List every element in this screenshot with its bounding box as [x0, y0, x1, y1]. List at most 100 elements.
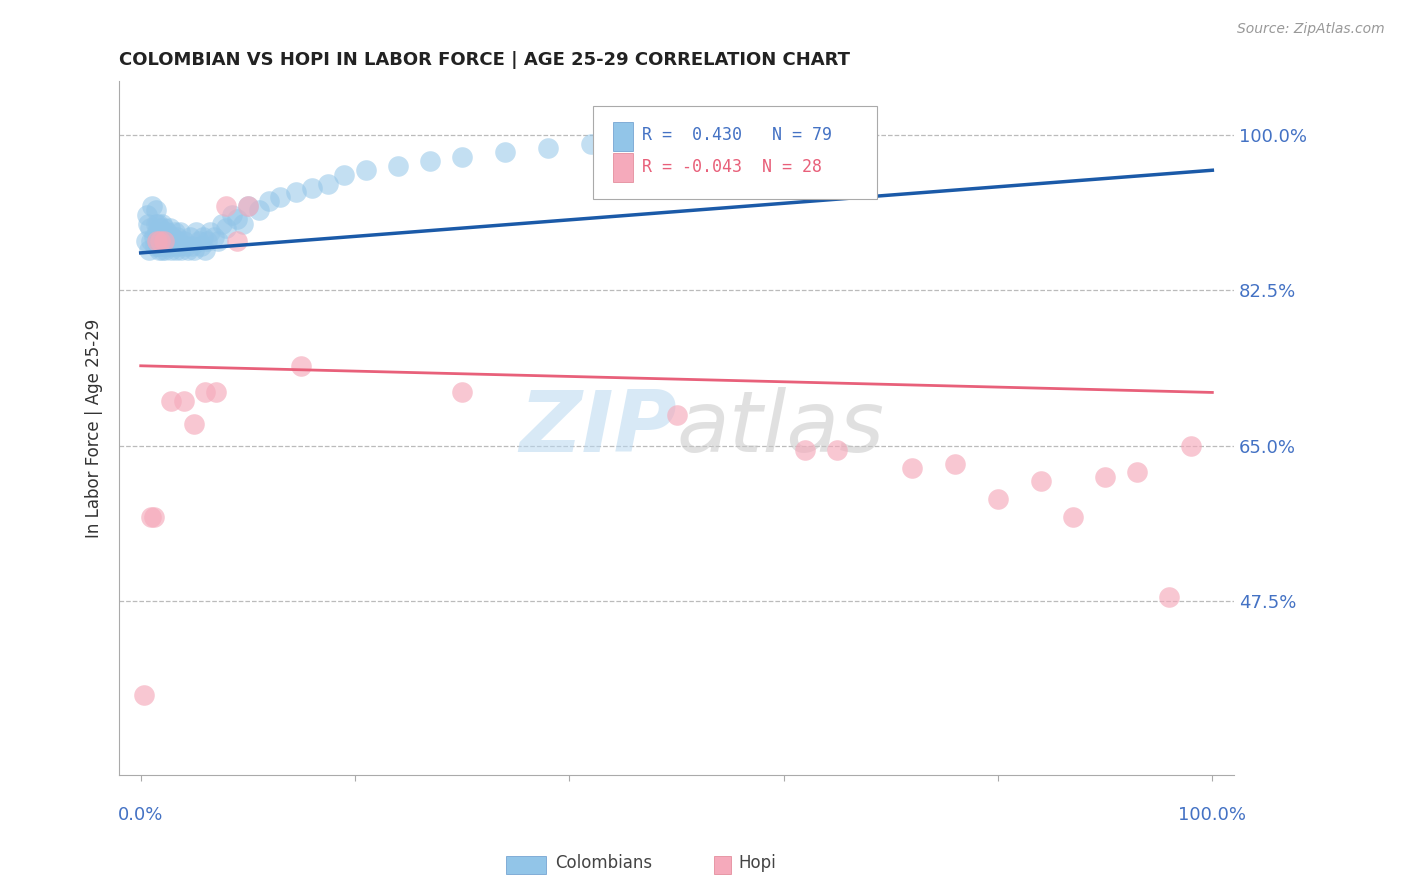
Point	[1180, 439, 1202, 453]
Point	[226, 235, 249, 249]
Point	[794, 443, 817, 458]
Point	[159, 221, 181, 235]
Point	[195, 235, 218, 249]
Point	[173, 394, 195, 409]
Point	[1126, 466, 1149, 480]
Point	[141, 509, 163, 524]
Point	[163, 239, 186, 253]
Point	[215, 221, 238, 235]
Point	[148, 244, 170, 258]
Point	[170, 244, 193, 258]
Point	[901, 461, 924, 475]
Point	[247, 203, 270, 218]
Point	[142, 230, 165, 244]
Point	[202, 230, 225, 244]
Point	[419, 154, 441, 169]
Point	[146, 217, 169, 231]
Point	[156, 235, 179, 249]
Point	[153, 235, 176, 249]
Point	[194, 244, 217, 258]
Point	[142, 509, 165, 524]
Point	[194, 385, 217, 400]
Point	[215, 199, 238, 213]
Point	[141, 235, 163, 249]
Point	[354, 163, 377, 178]
Point	[231, 217, 253, 231]
Text: 0.0%: 0.0%	[118, 805, 163, 824]
Point	[183, 417, 205, 431]
Point	[301, 181, 323, 195]
Point	[1159, 590, 1181, 604]
Point	[236, 199, 259, 213]
Point	[149, 235, 172, 249]
Point	[665, 408, 688, 422]
Point	[290, 359, 312, 373]
Point	[145, 217, 167, 231]
Point	[226, 212, 249, 227]
Y-axis label: In Labor Force | Age 25-29: In Labor Force | Age 25-29	[86, 318, 103, 538]
Point	[186, 226, 208, 240]
Point	[146, 235, 169, 249]
Point	[162, 235, 184, 249]
Point	[153, 221, 176, 235]
Point	[173, 235, 195, 249]
Point	[259, 194, 281, 209]
Point	[204, 385, 226, 400]
Point	[169, 226, 191, 240]
Point	[1029, 475, 1052, 489]
Point	[150, 235, 173, 249]
Point	[146, 235, 169, 249]
Point	[159, 394, 181, 409]
Point	[143, 239, 166, 253]
Point	[153, 235, 176, 249]
Text: Colombians: Colombians	[555, 855, 652, 872]
Point	[181, 239, 204, 253]
Point	[167, 235, 190, 249]
Point	[136, 208, 159, 222]
Point	[316, 177, 339, 191]
Point	[139, 221, 162, 235]
Point	[1094, 470, 1116, 484]
Point	[191, 230, 214, 244]
Point	[146, 226, 169, 240]
Point	[155, 230, 177, 244]
Point	[152, 239, 174, 253]
Point	[579, 136, 602, 151]
Text: R = -0.043  N = 28: R = -0.043 N = 28	[643, 158, 823, 176]
Point	[152, 230, 174, 244]
Point	[207, 235, 229, 249]
Point	[148, 230, 170, 244]
FancyBboxPatch shape	[593, 105, 877, 199]
Point	[190, 239, 212, 253]
Point	[138, 244, 160, 258]
Point	[165, 244, 187, 258]
Point	[146, 239, 169, 253]
Point	[236, 199, 259, 213]
Point	[187, 235, 209, 249]
Point	[451, 385, 474, 400]
Point	[149, 239, 172, 253]
Text: Source: ZipAtlas.com: Source: ZipAtlas.com	[1237, 22, 1385, 37]
Point	[136, 217, 159, 231]
Point	[387, 159, 409, 173]
Point	[494, 145, 516, 160]
Point	[333, 168, 356, 182]
Point	[825, 443, 848, 458]
Point	[145, 203, 167, 218]
Point	[174, 239, 197, 253]
Point	[183, 244, 205, 258]
Point	[451, 150, 474, 164]
Point	[166, 230, 188, 244]
Point	[150, 226, 173, 240]
Point	[141, 199, 163, 213]
Point	[132, 688, 155, 702]
Point	[221, 208, 243, 222]
Point	[200, 226, 222, 240]
Text: atlas: atlas	[676, 386, 884, 469]
Point	[179, 230, 201, 244]
Point	[269, 190, 291, 204]
Point	[987, 492, 1010, 507]
Text: ZIP: ZIP	[519, 386, 676, 469]
Point	[157, 239, 180, 253]
Point	[169, 239, 191, 253]
